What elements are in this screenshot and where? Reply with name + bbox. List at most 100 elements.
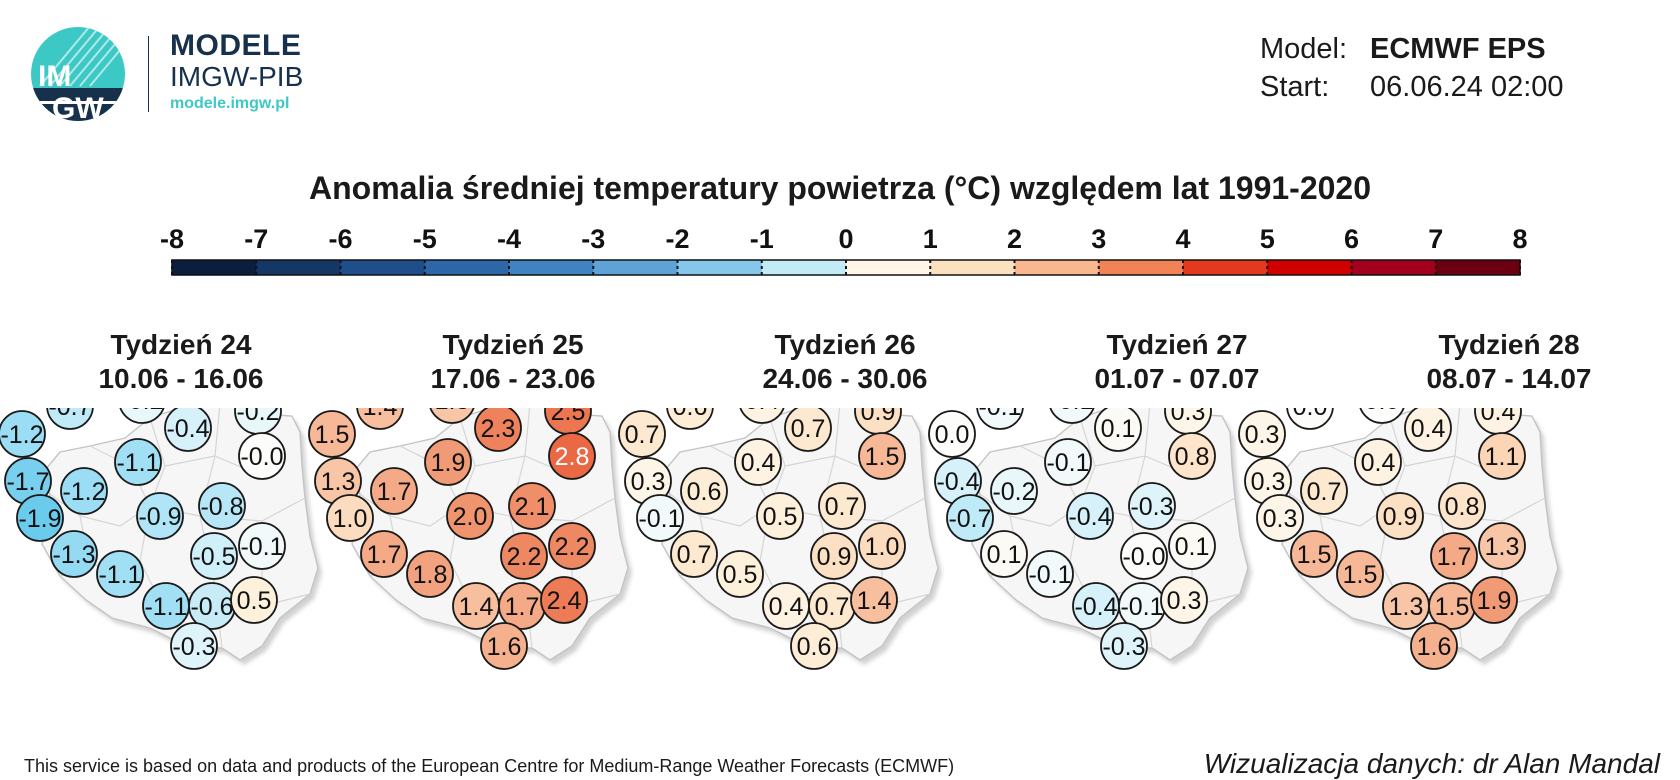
- station-marker: 0.5: [756, 492, 804, 540]
- station-value: 0.7: [825, 493, 860, 521]
- station-value: 1.7: [377, 478, 412, 506]
- station-value: 0.3: [1245, 421, 1280, 449]
- station-marker: -0.4: [934, 457, 982, 505]
- station-value: 2.0: [453, 503, 488, 531]
- scale-tick-label: 7: [1428, 224, 1443, 254]
- station-marker: -0.3: [170, 622, 218, 670]
- station-value: 2.5: [551, 408, 586, 426]
- station-value: -0.3: [1130, 493, 1173, 521]
- station-value: -0.1: [1046, 449, 1089, 477]
- station-marker: 1.4: [850, 576, 898, 624]
- scale-tick-label: -3: [581, 224, 605, 254]
- station-value: 0.0: [1293, 408, 1328, 421]
- station-value: -1.9: [18, 505, 61, 533]
- station-value: 1.4: [857, 587, 892, 615]
- station-value: 0.6: [687, 478, 722, 506]
- station-marker: -0.2: [119, 408, 165, 424]
- station-value: 1.3: [1485, 533, 1520, 561]
- station-value: 0.7: [815, 593, 850, 621]
- station-marker: 0.4: [1404, 408, 1452, 452]
- station-value: 0.1: [1175, 533, 1210, 561]
- station-marker: 0.3: [1256, 494, 1304, 542]
- station-value: -0.4: [936, 468, 979, 496]
- station-value: -1.2: [0, 421, 43, 449]
- station-marker: 0.0: [1286, 408, 1334, 430]
- scale-tick-label: -4: [497, 224, 521, 254]
- brand-url[interactable]: modele.imgw.pl: [170, 95, 290, 112]
- station-value: -0.7: [948, 505, 991, 533]
- station-marker: 1.9: [424, 438, 472, 486]
- station-value: -0.2: [120, 408, 163, 415]
- chart-title: Anomalia średniej temperatury powietrza …: [308, 170, 1372, 206]
- logo-divider: [148, 36, 149, 112]
- scale-tick-label: -8: [160, 224, 184, 254]
- station-marker: 2.4: [540, 576, 588, 624]
- week-label: Tydzień 25: [442, 329, 584, 360]
- station-value: 0.7: [791, 415, 826, 443]
- station-marker: 2.2: [500, 532, 548, 580]
- scale-segment: [256, 260, 341, 275]
- scale-segment: [1183, 260, 1268, 275]
- week-map-4: 0.0-0.1-0.10.10.30.8-0.4-0.2-0.1-0.7-0.4…: [928, 408, 1252, 670]
- station-value: 0.3: [631, 468, 666, 496]
- station-marker: 0.7: [808, 582, 856, 630]
- scale-segment: [1098, 260, 1184, 275]
- scale-tick-label: 4: [1175, 224, 1190, 254]
- station-marker: -0.4: [1066, 492, 1114, 540]
- station-marker: 0.1: [1168, 522, 1216, 570]
- brand-subtitle: IMGW-PIB: [170, 61, 304, 92]
- station-value: 1.6: [1417, 633, 1452, 661]
- station-marker: 0.7: [784, 408, 832, 452]
- station-marker: -0.8: [198, 482, 246, 530]
- station-marker: -0.5: [190, 532, 238, 580]
- station-value: 1.5: [1343, 561, 1378, 589]
- station-marker: -0.1: [1118, 582, 1166, 630]
- logo-text-top: IM: [38, 60, 71, 93]
- station-value: -1.1: [144, 593, 187, 621]
- week-dates: 01.07 - 07.07: [1094, 363, 1260, 394]
- week-dates: 17.06 - 23.06: [430, 363, 596, 394]
- station-marker: 0.5: [230, 576, 278, 624]
- color-scale: -8 -7 -6 -5 -4 -3 -2 -1 0 1 2 3 4 5 6 7 8: [160, 224, 1528, 276]
- scale-segment: [509, 260, 594, 275]
- station-value: 2.2: [507, 543, 542, 571]
- station-marker: -1.9: [16, 494, 64, 542]
- station-value: -0.4: [166, 415, 209, 443]
- station-value: 2.4: [547, 587, 582, 615]
- station-value: 0.3: [1167, 587, 1202, 615]
- station-value: 0.4: [1361, 449, 1396, 477]
- station-value: 1.1: [1485, 443, 1520, 471]
- station-marker: -0.1: [636, 494, 684, 542]
- station-marker: -1.2: [0, 410, 46, 458]
- scale-segment: [846, 260, 931, 275]
- station-marker: 1.6: [1410, 622, 1458, 670]
- station-value: 1.9: [1477, 587, 1512, 615]
- station-value: 0.4: [1481, 408, 1516, 426]
- week-dates: 08.07 - 14.07: [1426, 363, 1592, 394]
- station-value: 0.7: [677, 541, 712, 569]
- scale-segment: [1014, 260, 1100, 275]
- station-marker: 0.7: [818, 482, 866, 530]
- station-value: -1.1: [116, 449, 159, 477]
- model-value: ECMWF EPS: [1370, 33, 1546, 65]
- scale-tick-label: 0: [838, 224, 853, 254]
- scale-tick-label: 8: [1512, 224, 1527, 254]
- station-marker: 1.5: [1428, 582, 1476, 630]
- station-value: 0.6: [797, 633, 832, 661]
- scale-tick-label: 6: [1344, 224, 1359, 254]
- station-value: -1.2: [62, 478, 105, 506]
- station-marker: 1.3: [429, 408, 475, 424]
- station-value: 1.5: [315, 421, 350, 449]
- station-marker: -0.2: [990, 467, 1038, 515]
- station-marker: -0.7: [46, 408, 94, 430]
- station-value: 0.5: [237, 587, 272, 615]
- station-value: -1.3: [52, 541, 95, 569]
- station-marker: 0.4: [1474, 408, 1522, 435]
- station-marker: -0.0: [1120, 532, 1168, 580]
- station-value: 0.4: [1411, 415, 1446, 443]
- station-value: 0.8: [1175, 443, 1210, 471]
- station-marker: 0.4: [739, 408, 785, 424]
- station-marker: 1.6: [480, 622, 528, 670]
- station-value: 0.0: [1365, 408, 1400, 415]
- station-value: 2.8: [555, 443, 590, 471]
